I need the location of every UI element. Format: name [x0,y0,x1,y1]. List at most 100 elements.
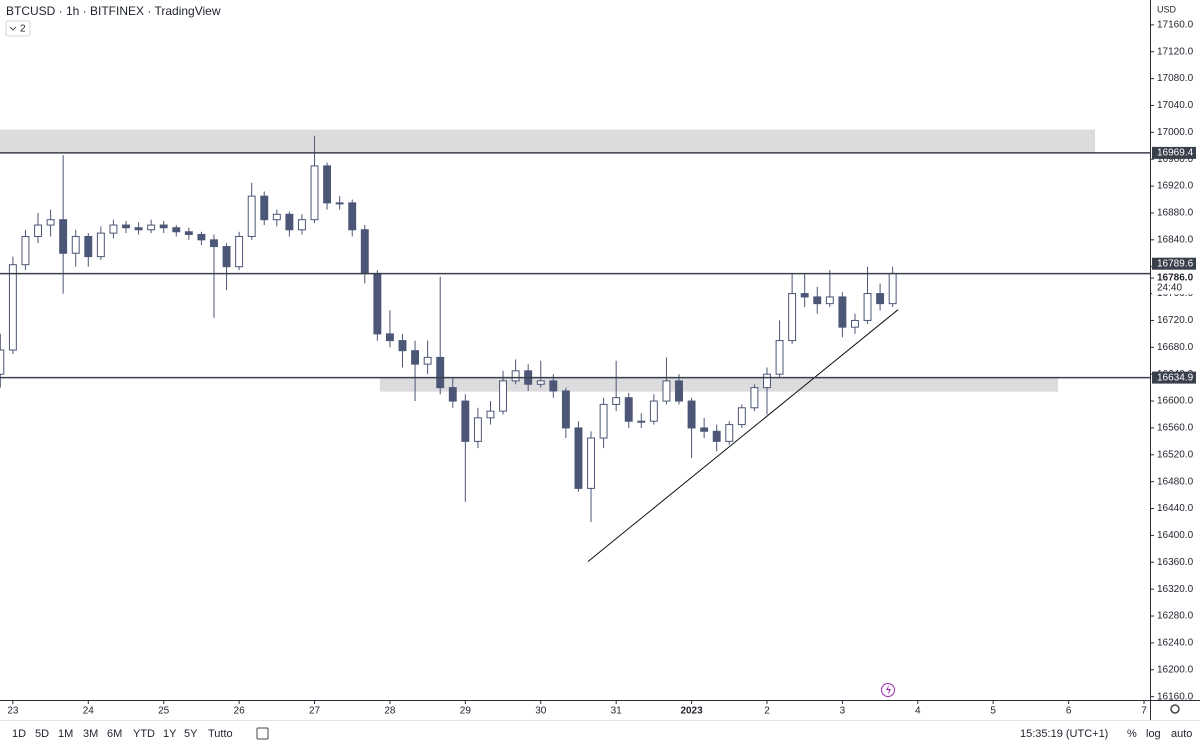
candle-body [34,224,42,237]
y-tick-label: 16240.0 [1157,638,1194,649]
y-tick-label: 16480.0 [1157,476,1194,487]
y-tick-label: 16600.0 [1157,396,1194,407]
candle-body [147,224,156,231]
toolbar: 1D 5D 1M 3M 6M YTD 1Y 5Y Tutto 15:35:19 (UTC+1)% l… [12,728,1192,740]
x-tick-label: 2 [764,706,770,717]
date-range-icon[interactable] [256,727,269,740]
y-tick-label: 16840.0 [1157,234,1194,245]
symbol-title: BTCUSD · 1h · BITFINEX · TradingView [6,4,221,18]
candle-body [662,380,671,402]
range-button[interactable]: Tutto [208,728,233,740]
settings-icon[interactable] [1170,704,1180,714]
x-tick-label: 2023 [680,706,703,717]
candle-body [122,224,130,229]
range-button[interactable]: 5D [35,728,49,740]
candle-body [159,224,168,229]
countdown-label: 24:40 [1157,283,1182,294]
candle-body [788,293,797,342]
range-button[interactable]: 1D [12,728,26,740]
candle-body [637,420,646,423]
indicator-toggle[interactable] [5,20,31,37]
candle-body [448,387,457,402]
candle-body [21,235,30,266]
range-button[interactable]: 5Y [184,728,198,740]
last-price-label: 16786.0 [1157,273,1194,284]
candle-body [700,427,709,432]
candle-body [775,340,784,375]
range-button[interactable]: 1M [58,728,73,740]
candle-body [59,219,68,254]
candle-body [712,430,721,442]
candle-body [876,293,885,305]
range-button[interactable]: 6M [107,728,122,740]
candle-body [235,235,244,268]
candle-body [398,340,407,352]
x-tick-label: 25 [158,706,170,717]
candle-body [0,349,5,375]
event-icon[interactable] [881,683,895,697]
indicator-count: 2 [20,24,26,35]
candle-body [134,227,143,231]
candle-body [800,293,809,298]
range-button[interactable]: YTD [133,728,155,740]
zone [379,376,1058,392]
candle-body [725,424,734,442]
zone [0,129,1096,153]
candle-body [612,397,621,405]
candle-body [184,231,193,235]
candle-body [599,403,608,439]
candle-body [247,195,256,237]
candle-body [210,239,218,248]
y-tick-label: 16920.0 [1157,181,1194,192]
currency-label[interactable]: USD [1157,4,1177,14]
candle-body [587,437,595,489]
candle-body [813,296,822,305]
x-tick-label: 28 [384,706,396,717]
y-tick-label: 17120.0 [1157,46,1194,57]
candle-body [297,219,306,231]
x-tick-label: 7 [1141,706,1147,717]
x-tick-label: 4 [915,706,921,717]
y-tick-label: 16360.0 [1157,557,1194,568]
price-label-box [1152,257,1196,270]
y-tick-label: 16400.0 [1157,530,1194,541]
candle-body [96,232,105,258]
y-tick-label: 17000.0 [1157,127,1194,138]
chevron-icon [9,26,17,31]
y-tick-label: 16160.0 [1157,691,1194,702]
log-toggle[interactable]: log [1146,728,1161,740]
plot-area [0,129,1150,563]
y-tick-label: 16280.0 [1157,611,1194,622]
candle-body [737,407,746,426]
candle-body [825,296,834,305]
y-tick-label: 16200.0 [1157,664,1194,675]
y-tick-label: 16560.0 [1157,423,1194,434]
y-tick-label: 16960.0 [1157,154,1194,165]
price-label: 16789.6 [1157,258,1194,269]
clock: 15:35:19 (UTC+1) [1020,728,1108,740]
candle-body [436,356,445,389]
y-tick-label: 16320.0 [1157,584,1194,595]
candle-body [486,410,495,419]
percent-toggle[interactable]: % [1127,728,1137,740]
x-tick-label: 6 [1066,706,1072,717]
auto-toggle[interactable]: auto [1171,728,1192,740]
x-tick-label: 24 [83,706,95,717]
candle-body [574,427,583,489]
price-label-box [1152,146,1196,159]
candle-body [411,350,420,365]
range-button[interactable]: 3M [83,728,98,740]
x-tick-label: 30 [535,706,547,717]
range-button[interactable]: 1Y [163,728,177,740]
y-tick-label: 16440.0 [1157,503,1194,514]
candle-body [536,380,545,385]
x-tick-label: 27 [309,706,321,717]
candle-body [172,227,181,233]
last-price-box [1152,272,1196,295]
candle-body [373,272,382,335]
candle-body [109,224,118,234]
candle-body [197,233,206,241]
price-label: 16634.9 [1157,372,1194,383]
y-tick-label: 16680.0 [1157,342,1194,353]
y-tick-label: 17080.0 [1157,73,1194,84]
